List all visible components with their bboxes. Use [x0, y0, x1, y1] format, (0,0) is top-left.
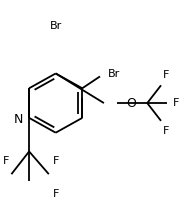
Text: F: F [173, 98, 179, 108]
Text: F: F [3, 156, 9, 166]
Text: F: F [163, 126, 169, 136]
Text: F: F [52, 189, 59, 199]
Text: N: N [14, 113, 23, 126]
Text: F: F [53, 156, 59, 166]
Text: Br: Br [108, 70, 120, 79]
Text: O: O [127, 97, 136, 110]
Text: Br: Br [50, 21, 62, 31]
Text: F: F [163, 70, 169, 80]
